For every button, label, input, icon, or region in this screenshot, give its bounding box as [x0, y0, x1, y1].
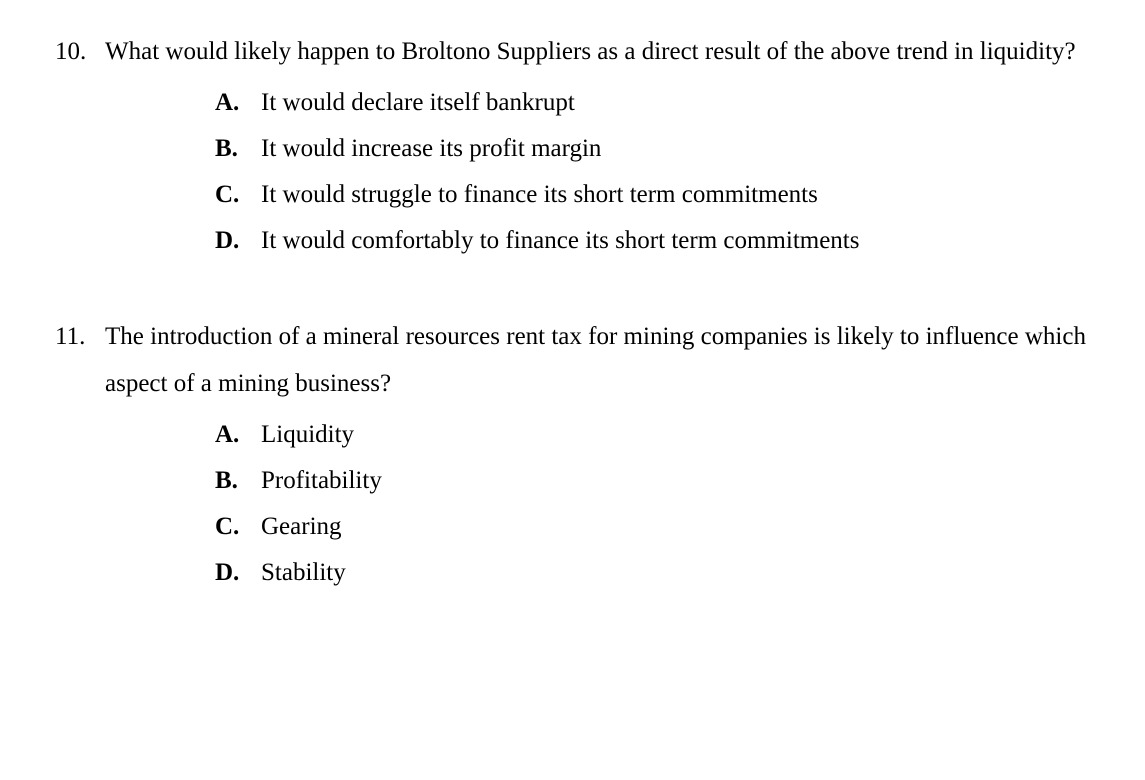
question-stem: 10. What would likely happen to Broltono… [55, 28, 1090, 76]
option-text: It would comfortably to finance its shor… [261, 218, 1090, 264]
option-letter: C. [215, 504, 261, 550]
option-b[interactable]: B. Profitability [215, 458, 1090, 504]
option-letter: B. [215, 126, 261, 172]
question-number: 11. [55, 313, 105, 408]
option-text: Liquidity [261, 412, 1090, 458]
option-text: Profitability [261, 458, 1090, 504]
question-options: A. It would declare itself bankrupt B. I… [55, 80, 1090, 265]
option-letter: D. [215, 218, 261, 264]
question-number: 10. [55, 28, 105, 76]
option-letter: A. [215, 80, 261, 126]
option-letter: D. [215, 550, 261, 596]
option-a[interactable]: A. It would declare itself bankrupt [215, 80, 1090, 126]
option-a[interactable]: A. Liquidity [215, 412, 1090, 458]
exam-page: 10. What would likely happen to Broltono… [0, 0, 1145, 597]
option-c[interactable]: C. It would struggle to finance its shor… [215, 172, 1090, 218]
option-d[interactable]: D. Stability [215, 550, 1090, 596]
question-text: What would likely happen to Broltono Sup… [105, 28, 1090, 76]
option-letter: A. [215, 412, 261, 458]
option-letter: B. [215, 458, 261, 504]
option-text: It would struggle to finance its short t… [261, 172, 1090, 218]
option-d[interactable]: D. It would comfortably to finance its s… [215, 218, 1090, 264]
option-text: It would declare itself bankrupt [261, 80, 1090, 126]
question-text: The introduction of a mineral resources … [105, 313, 1090, 408]
option-b[interactable]: B. It would increase its profit margin [215, 126, 1090, 172]
option-text: Gearing [261, 504, 1090, 550]
question-10: 10. What would likely happen to Broltono… [55, 28, 1090, 265]
option-text: It would increase its profit margin [261, 126, 1090, 172]
question-11: 11. The introduction of a mineral resour… [55, 313, 1090, 597]
question-stem: 11. The introduction of a mineral resour… [55, 313, 1090, 408]
option-letter: C. [215, 172, 261, 218]
option-text: Stability [261, 550, 1090, 596]
question-options: A. Liquidity B. Profitability C. Gearing… [55, 412, 1090, 597]
option-c[interactable]: C. Gearing [215, 504, 1090, 550]
